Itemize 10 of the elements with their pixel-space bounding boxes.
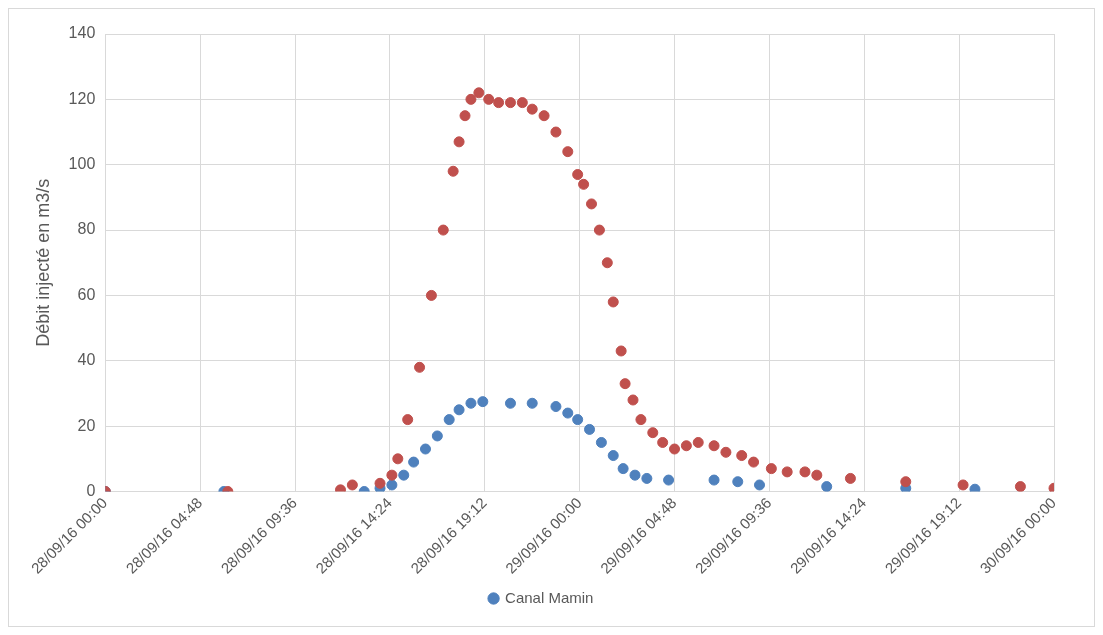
y-tick-label: 140	[68, 24, 96, 42]
y-tick-label: 60	[77, 285, 96, 303]
y-tick-label: 120	[68, 89, 96, 107]
y-tick-label: 80	[77, 220, 96, 238]
legend-label: Canal Mamin	[505, 588, 594, 606]
y-axis-title: Débit injecté en m3/s	[32, 178, 53, 347]
y-tick-label: 0	[86, 481, 96, 499]
y-tick-label: 40	[77, 351, 96, 369]
y-tick-label: 100	[68, 155, 96, 173]
y-tick-label: 20	[77, 416, 96, 434]
